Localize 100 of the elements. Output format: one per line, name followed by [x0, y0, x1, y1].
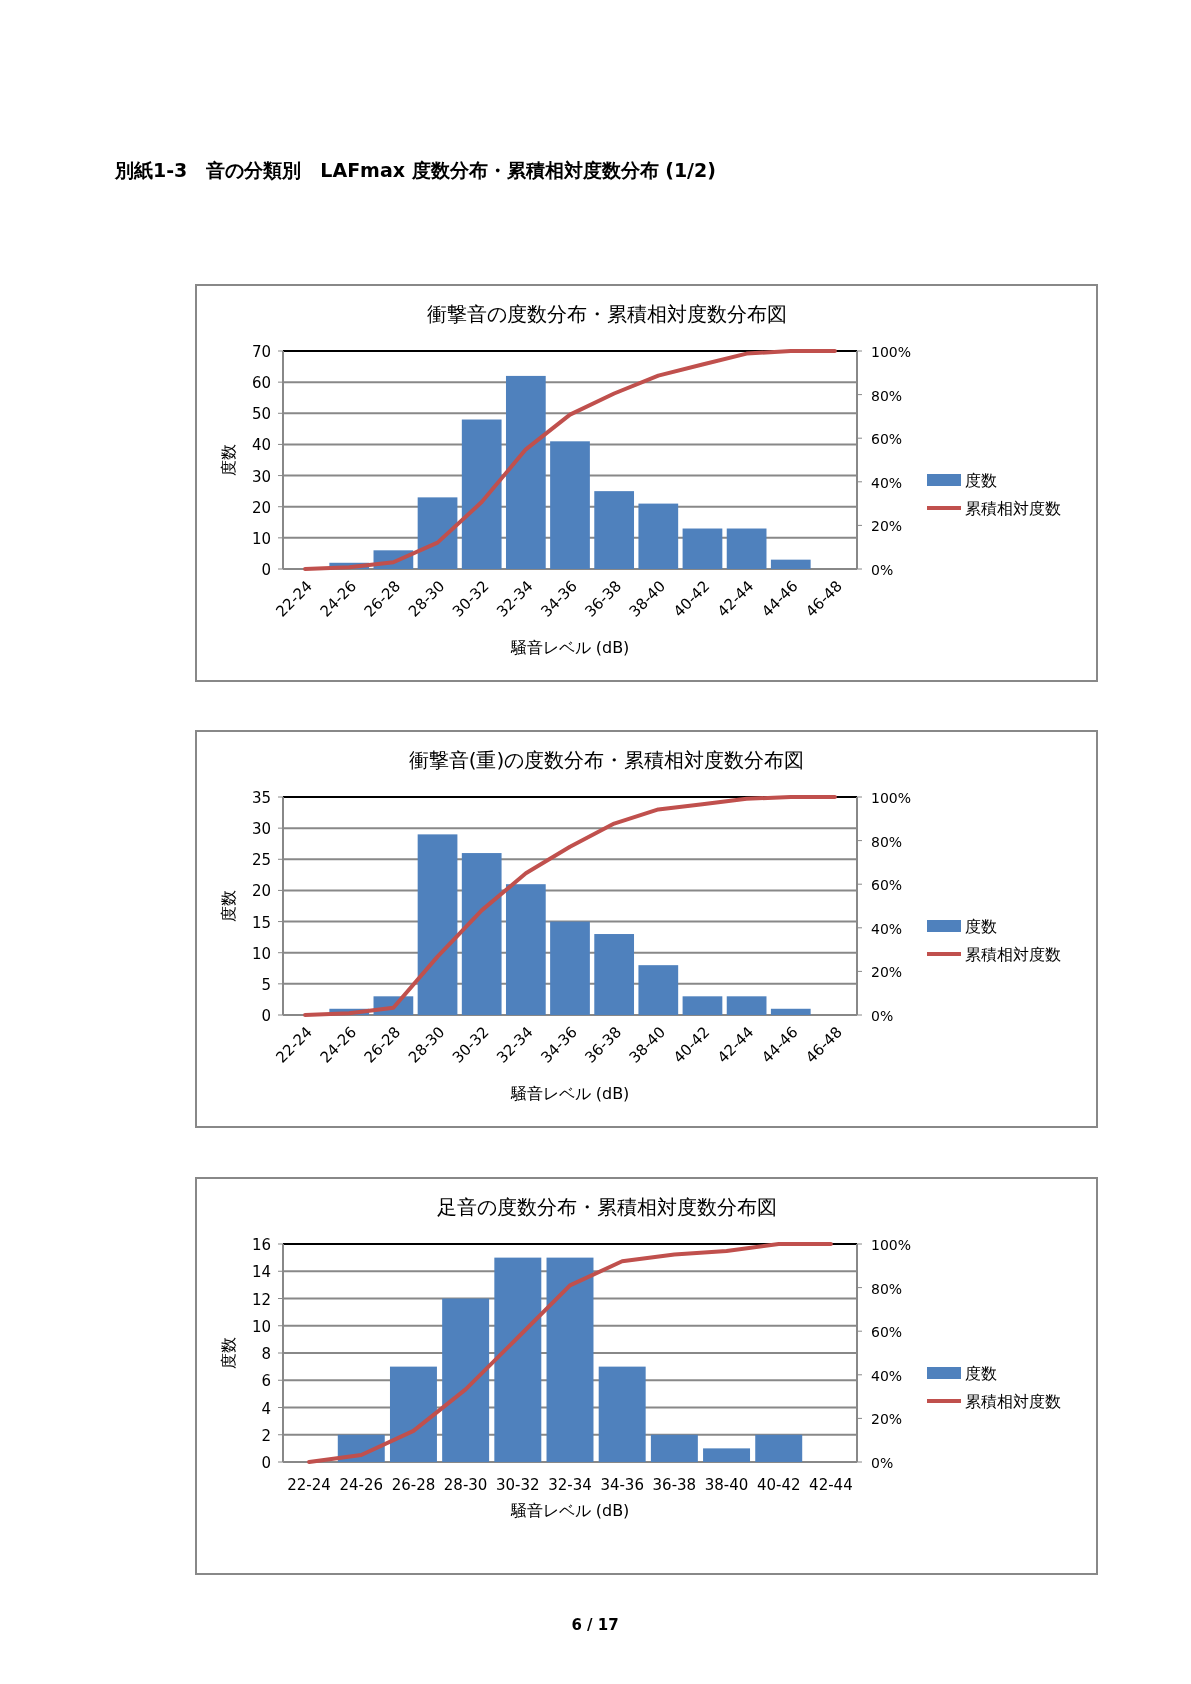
y-tick-label: 20	[251, 498, 271, 517]
bar	[417, 834, 458, 1015]
line-series	[307, 1242, 833, 1464]
bar	[598, 1366, 646, 1462]
y2-tick-label: 80%	[871, 833, 903, 850]
chart-title: 衝撃音(重)の度数分布・累積相対度数分布図	[408, 748, 805, 772]
y-tick-label: 2	[261, 1426, 271, 1445]
bar	[755, 1434, 803, 1462]
bar	[505, 884, 546, 1015]
bar	[550, 921, 590, 1015]
x-axis-title: 騒音レベル (dB)	[509, 1501, 630, 1520]
bar	[770, 1008, 811, 1015]
y-tick-label: 30	[251, 467, 271, 486]
legend-label: 度数	[965, 471, 997, 490]
x-tick-label: 36-38	[652, 1476, 697, 1494]
bar	[638, 503, 679, 569]
y-tick-label: 70	[251, 343, 271, 361]
chart-title: 足音の度数分布・累積相対度数分布図	[436, 1195, 777, 1219]
y-axis-title: 度数	[219, 1337, 238, 1369]
y-tick-label: 10	[251, 944, 271, 963]
y-tick-label: 14	[251, 1263, 271, 1282]
y2-tick-label: 100%	[871, 344, 912, 360]
bar	[650, 1434, 698, 1462]
y-tick-label: 16	[251, 1236, 271, 1254]
y2-tick-label: 60%	[871, 431, 903, 448]
y2-tick-label: 40%	[871, 920, 903, 937]
bar	[417, 497, 458, 569]
y-tick-label: 30	[251, 820, 271, 839]
text: 6 / 17	[571, 1616, 619, 1634]
y2-tick-label: 60%	[871, 877, 903, 894]
line-series	[303, 795, 837, 1017]
y2-tick-label: 0%	[871, 562, 894, 578]
bar	[594, 934, 635, 1015]
y2-tick-label: 60%	[871, 1324, 903, 1341]
y-tick-label: 20	[251, 882, 271, 901]
y-tick-label: 10	[251, 529, 271, 548]
bar	[389, 1366, 437, 1462]
x-tick-label: 22-24	[287, 1476, 331, 1494]
y2-tick-label: 40%	[871, 474, 903, 491]
y2-tick-label: 40%	[871, 1367, 903, 1384]
y-tick-label: 35	[251, 789, 271, 807]
text: 別紙1-3 音の分類別 LAFmax 度数分布・累積相対度数分布 (1/2)	[114, 159, 716, 181]
x-axis-title: 騒音レベル (dB)	[509, 638, 630, 657]
x-tick-label: 26-28	[391, 1476, 436, 1494]
bar	[505, 375, 546, 569]
bar	[546, 1257, 594, 1462]
y-tick-label: 0	[261, 1454, 271, 1472]
bar	[442, 1298, 490, 1462]
legend-label: 累積相対度数	[965, 1392, 1061, 1411]
bar	[770, 559, 811, 569]
x-tick-label: 28-30	[443, 1476, 488, 1494]
x-tick-label: 40-42	[756, 1476, 801, 1494]
y2-tick-label: 20%	[871, 518, 903, 535]
x-tick-label: 24-26	[339, 1476, 384, 1494]
y2-tick-label: 80%	[871, 1280, 903, 1297]
y-tick-label: 15	[251, 913, 271, 932]
y2-tick-label: 20%	[871, 964, 903, 981]
bar	[461, 419, 502, 569]
y-tick-label: 5	[261, 975, 271, 994]
y-tick-label: 10	[251, 1317, 271, 1336]
x-tick-label: 42-44	[809, 1476, 853, 1494]
legend-label: 累積相対度数	[965, 945, 1061, 964]
y-tick-label: 6	[261, 1372, 271, 1391]
y-tick-label: 0	[261, 1007, 271, 1025]
y2-tick-label: 0%	[871, 1455, 894, 1471]
bar	[550, 441, 590, 569]
bar	[461, 853, 502, 1015]
bar	[703, 1448, 751, 1463]
y2-tick-label: 100%	[871, 790, 912, 806]
x-tick-label: 32-34	[548, 1476, 592, 1494]
y-tick-label: 60	[251, 374, 271, 393]
x-axis-title: 騒音レベル (dB)	[509, 1084, 630, 1103]
y-tick-label: 25	[251, 851, 271, 870]
y2-tick-label: 100%	[871, 1237, 912, 1253]
y-tick-label: 8	[261, 1345, 271, 1363]
x-tick-label: 34-36	[600, 1476, 644, 1494]
legend-label: 度数	[965, 1364, 997, 1383]
bar	[494, 1257, 542, 1462]
y-tick-label: 4	[261, 1399, 271, 1418]
bar	[594, 491, 635, 569]
bar	[682, 528, 723, 569]
bar	[638, 965, 679, 1015]
y2-tick-label: 80%	[871, 387, 903, 404]
legend-label: 度数	[965, 917, 997, 936]
x-tick-label: 30-32	[496, 1476, 540, 1494]
line-series	[303, 349, 837, 571]
y-tick-label: 0	[261, 561, 271, 579]
legend-label: 累積相対度数	[965, 499, 1061, 518]
x-tick-label: 38-40	[704, 1476, 749, 1494]
bar	[726, 996, 767, 1015]
y-tick-label: 50	[251, 405, 271, 424]
y-tick-label: 12	[251, 1290, 271, 1309]
chart-title: 衝撃音の度数分布・累積相対度数分布図	[426, 302, 787, 326]
y-axis-title: 度数	[219, 444, 238, 476]
y2-tick-label: 0%	[871, 1008, 894, 1024]
bar	[726, 528, 767, 569]
y-tick-label: 40	[251, 436, 271, 455]
y2-tick-label: 20%	[871, 1411, 903, 1428]
y-axis-title: 度数	[219, 890, 238, 922]
bar	[682, 996, 723, 1015]
